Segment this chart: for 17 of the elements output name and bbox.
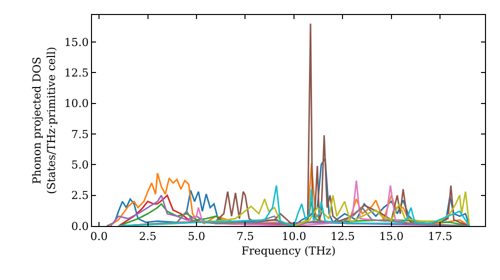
x-tick-label: 7.5 — [236, 230, 254, 244]
y-tick-label: 12.5 — [64, 66, 89, 80]
y-tick-label: 5.0 — [71, 158, 89, 172]
x-tick-label: 12.5 — [330, 230, 355, 244]
x-tick-label: 0.0 — [90, 230, 108, 244]
y-tick-label: 10.0 — [64, 97, 89, 110]
x-tick-label: 5.0 — [188, 230, 206, 244]
x-tick-label: 2.5 — [139, 230, 156, 244]
x-tick-label: 10.0 — [282, 230, 306, 244]
x-tick-label: 17.5 — [428, 230, 452, 244]
y-axis-title: Phonon projected DOS (States/THz·primitive cell) — [30, 46, 58, 194]
y-tick-label: 0.0 — [71, 220, 89, 233]
x-axis-title: Frequency (THz) — [241, 244, 336, 258]
y-tick-label: 15.0 — [64, 36, 89, 49]
y-tick-label: 2.5 — [71, 189, 89, 202]
y-tick-label: 7.5 — [71, 128, 89, 141]
x-tick-label: 15.0 — [379, 230, 404, 244]
